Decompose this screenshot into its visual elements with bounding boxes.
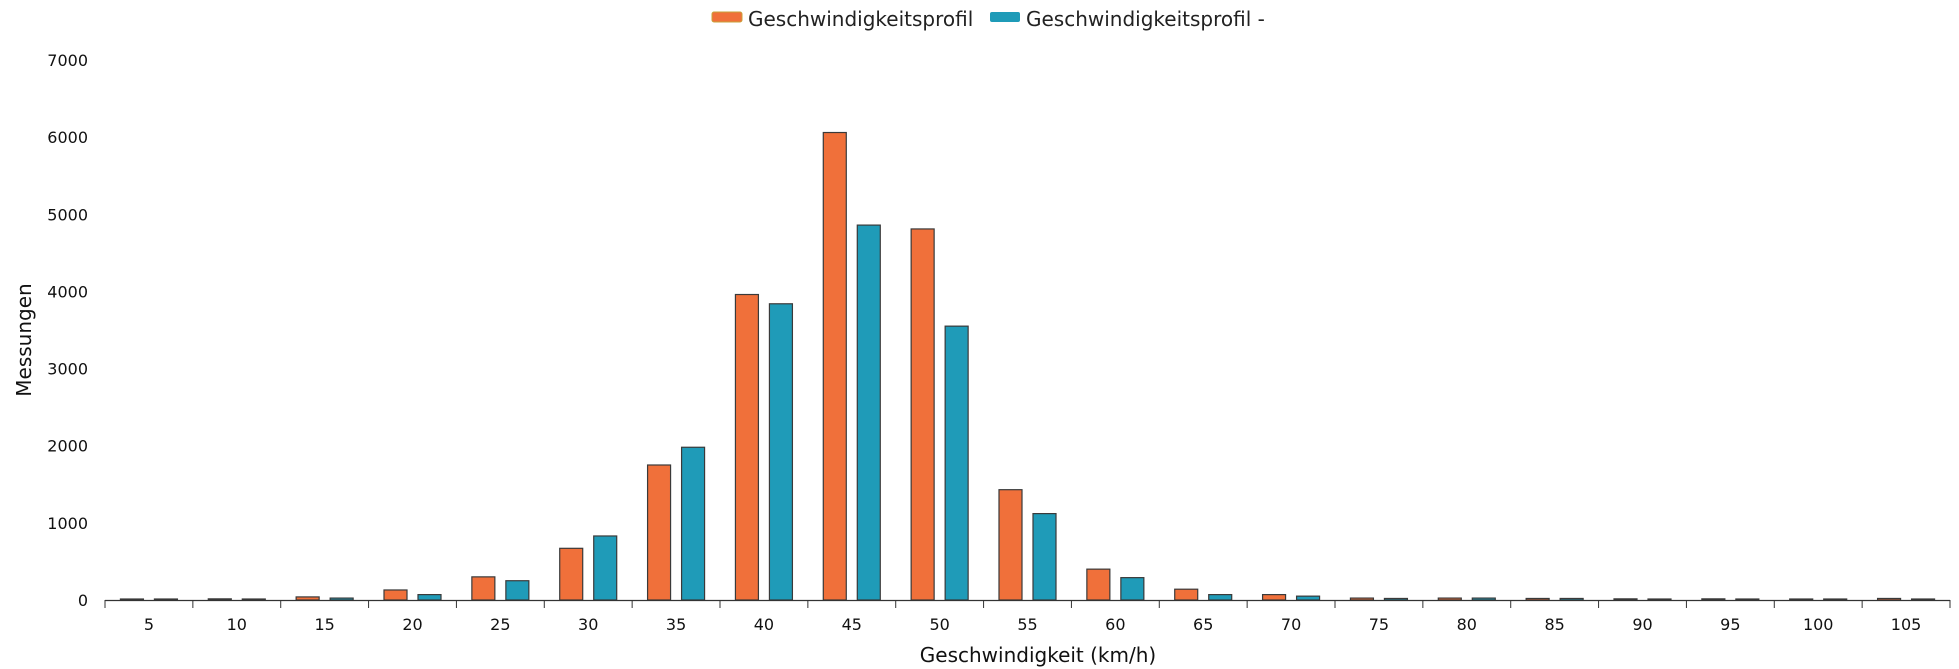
legend: Geschwindigkeitsprofil Geschwindigkeitsp… [711,7,1265,31]
bar-series-2[interactable] [241,598,266,601]
x-tick-label: 30 [578,615,598,634]
bar-series-1[interactable] [822,131,847,601]
bar-series-2[interactable] [1823,598,1848,601]
bar-series-1[interactable] [1261,593,1287,601]
bar-series-1[interactable] [1086,568,1111,601]
bar-series-1[interactable] [119,598,145,601]
x-tick-label: 40 [754,615,774,634]
bar-series-1[interactable] [998,489,1023,601]
bar-series-2[interactable] [593,535,618,601]
x-tick-label: 80 [1457,615,1477,634]
legend-label-series-2: Geschwindigkeitsprofil - [1026,7,1265,31]
x-tick-label: 15 [314,615,334,634]
bar-series-2[interactable] [1120,577,1145,601]
bar-series-1[interactable] [1349,597,1375,601]
y-tick-label: 3000 [47,360,88,379]
bar-series-2[interactable] [1910,598,1936,601]
bar-series-1[interactable] [1437,597,1462,601]
x-tick-label: 35 [666,615,686,634]
x-tick-label: 65 [1193,615,1213,634]
y-tick-label: 7000 [47,51,88,70]
bar-series-1[interactable] [207,598,232,601]
bar-series-1[interactable] [1525,597,1550,601]
y-tick-label: 2000 [47,437,88,456]
x-axis-title: Geschwindigkeit (km/h) [920,643,1156,667]
bar-series-1[interactable] [383,589,408,601]
y-axis: 0 1000 2000 3000 4000 5000 6000 7000 [47,51,88,610]
x-axis: 5 10 15 20 25 30 35 40 45 50 55 60 65 70 75 80 85 90 95 100… [104,599,1951,634]
bar-series-2[interactable] [856,224,881,601]
x-tick-label: 70 [1281,615,1301,634]
bar-series-1[interactable] [471,576,496,601]
bar-series-1[interactable] [295,596,320,601]
x-tick-label: 10 [227,615,247,634]
bar-series-2[interactable] [1559,597,1584,601]
x-tick-label: 95 [1720,615,1740,634]
x-tick-label: 85 [1544,615,1564,634]
x-tick-label: 105 [1891,615,1922,634]
bar-series-1[interactable] [646,464,672,601]
bar-series-1[interactable] [559,547,584,601]
x-tick-label: 60 [1105,615,1125,634]
bar-series-1[interactable] [1876,597,1902,601]
bar-series-2[interactable] [1208,593,1233,601]
x-tick-label: 25 [490,615,510,634]
x-tick-label: 5 [144,615,154,634]
bar-series-2[interactable] [417,593,442,601]
bar-series-2[interactable] [680,446,706,601]
bar-series-2[interactable] [1647,598,1672,601]
bar-series-1[interactable] [1613,598,1638,601]
x-tick-label: 45 [842,615,862,634]
bar-series-2[interactable] [329,597,354,601]
y-tick-label: 4000 [47,282,88,301]
y-tick-label: 1000 [47,514,88,533]
bar-series-2[interactable] [153,598,179,601]
legend-item-series-1[interactable]: Geschwindigkeitsprofil [711,7,973,31]
bar-series-2[interactable] [1032,512,1057,601]
y-tick-label: 5000 [47,205,88,224]
x-tick-label: 75 [1369,615,1389,634]
bar-series-2[interactable] [1471,597,1496,601]
legend-swatch-series-2 [990,12,1020,22]
plot-area [119,131,1936,601]
bar-series-2[interactable] [1735,598,1760,601]
x-tick-label: 20 [402,615,422,634]
bar-series-1[interactable] [734,293,760,601]
y-tick-label: 6000 [47,128,88,147]
bar-series-1[interactable] [910,228,935,601]
bar-series-2[interactable] [944,325,969,601]
legend-swatch-series-1 [711,11,743,23]
x-tick-label: 50 [929,615,949,634]
y-tick-label: 0 [78,591,88,610]
y-axis-title: Messungen [12,283,36,396]
x-tick-label: 90 [1632,615,1652,634]
bar-series-2[interactable] [1383,597,1409,601]
x-tick-label: 100 [1803,615,1834,634]
bar-series-2[interactable] [1295,595,1321,601]
bar-series-1[interactable] [1174,588,1199,601]
bar-series-1[interactable] [1789,598,1814,601]
bar-series-2[interactable] [768,303,794,601]
bar-series-2[interactable] [505,580,530,601]
bar-series-1[interactable] [1701,598,1726,601]
legend-label-series-1: Geschwindigkeitsprofil [748,7,973,31]
x-tick-label: 55 [1017,615,1037,634]
legend-item-series-2[interactable]: Geschwindigkeitsprofil - [990,7,1265,31]
